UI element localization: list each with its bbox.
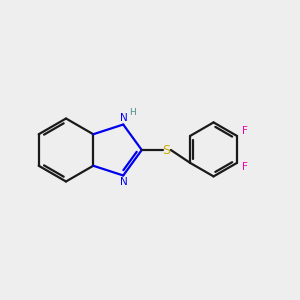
Text: S: S bbox=[162, 143, 170, 157]
Text: F: F bbox=[242, 162, 248, 172]
Text: H: H bbox=[129, 108, 136, 117]
Text: N: N bbox=[120, 113, 128, 123]
Text: F: F bbox=[242, 126, 248, 136]
Text: N: N bbox=[120, 177, 128, 187]
